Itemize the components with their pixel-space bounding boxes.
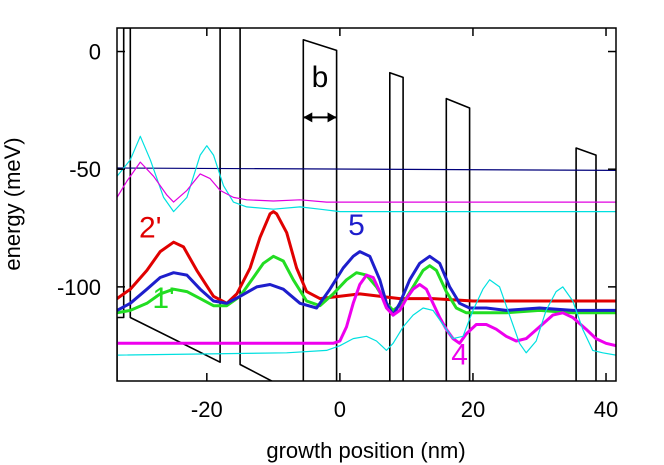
- width-label: b: [312, 61, 329, 94]
- y-tick-label: -50: [69, 157, 101, 182]
- state-label: 1': [152, 282, 174, 315]
- x-tick-label: -20: [191, 397, 223, 422]
- state-label: 2': [139, 211, 161, 244]
- series-line-8: [117, 279, 616, 356]
- series-line-6: [117, 250, 616, 317]
- x-tick-label: 40: [594, 397, 618, 422]
- series-line-3: [117, 161, 616, 203]
- series-line-1: [117, 167, 616, 171]
- x-axis-title: growth position (nm): [266, 438, 465, 463]
- tick-layer: -20 0 20 40 0 -50 -100: [57, 28, 618, 422]
- width-arrow-head-right: [327, 112, 337, 123]
- x-tick-label: 20: [461, 397, 485, 422]
- state-label: 5: [348, 209, 365, 242]
- annotation-layer: b 2' 1' 5 4: [139, 61, 468, 372]
- y-axis-title: energy (meV): [0, 137, 25, 270]
- width-arrow-head-left: [303, 112, 313, 123]
- x-tick-label: 0: [334, 397, 346, 422]
- series-line-4: [117, 210, 616, 305]
- series-line-2: [117, 135, 616, 213]
- plot-frame: [116, 27, 617, 382]
- state-label: 4: [451, 339, 468, 372]
- series-line-7: [117, 273, 616, 348]
- series-layer: [117, 28, 616, 381]
- y-tick-label: 0: [89, 40, 101, 65]
- y-tick-label: -100: [57, 275, 101, 300]
- series-line-5: [117, 254, 616, 315]
- series-line-0: [117, 28, 597, 381]
